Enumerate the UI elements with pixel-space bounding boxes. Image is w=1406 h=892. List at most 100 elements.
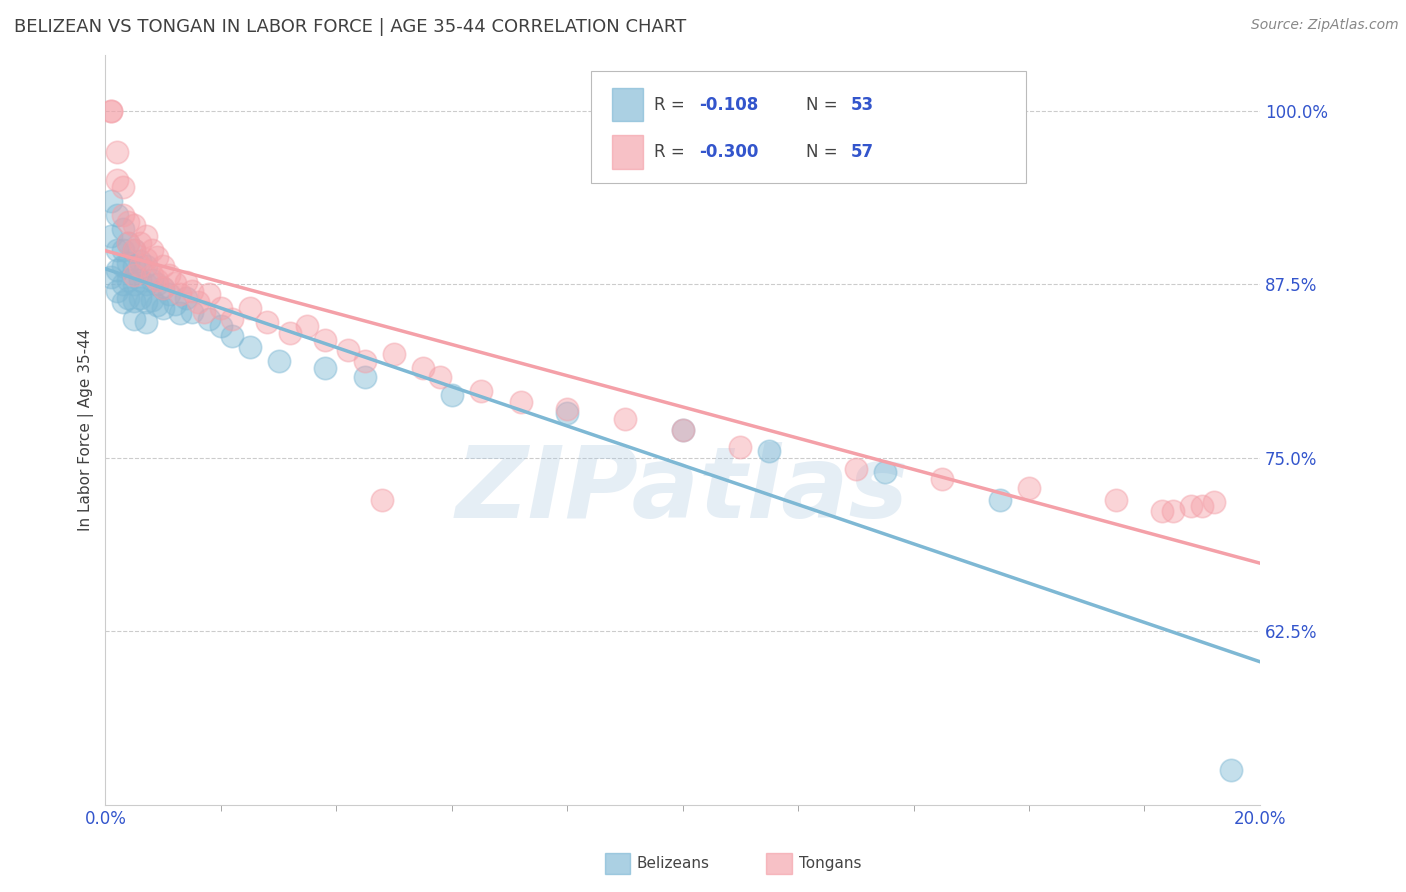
Point [314,333,336,347]
Point [1202,495,1225,509]
Point [1220,764,1243,778]
Point [613,412,636,426]
Point [122,277,145,292]
Point [117,291,139,305]
Point [146,250,169,264]
Point [141,268,163,282]
Point [382,347,405,361]
Point [336,343,359,357]
Point [105,145,128,160]
Point [354,353,377,368]
Point [117,215,139,229]
Point [111,295,134,310]
Point [1018,482,1040,496]
Text: 53: 53 [851,95,873,113]
Point [129,291,152,305]
Point [314,360,336,375]
Point [129,259,152,273]
Point [111,243,134,257]
Point [122,243,145,257]
Point [209,301,232,315]
Y-axis label: In Labor Force | Age 35-44: In Labor Force | Age 35-44 [79,329,94,532]
Point [141,273,163,287]
Point [181,284,204,298]
Point [141,293,163,307]
Point [1191,500,1213,514]
Point [429,370,451,384]
Point [152,301,174,315]
Point [221,312,243,326]
Point [135,228,157,243]
Point [122,268,145,282]
Point [117,256,139,270]
Point [174,291,197,305]
Point [146,273,169,287]
Point [174,275,197,289]
Point [135,259,157,273]
Point [256,315,278,329]
Point [1104,492,1126,507]
Point [555,402,578,417]
Point [105,208,128,222]
Point [510,395,533,409]
Point [100,270,122,285]
Point [845,462,868,476]
Text: R =: R = [654,95,690,113]
Point [239,340,262,354]
Point [470,384,492,399]
Point [198,312,221,326]
Point [157,287,180,301]
Point [100,103,122,118]
Point [129,273,152,287]
Point [1180,500,1202,514]
Point [122,243,145,257]
Point [730,440,752,454]
Text: Belizeans: Belizeans [637,856,710,871]
Point [111,277,134,292]
Point [122,293,145,308]
Point [105,263,128,277]
Point [209,318,232,333]
Point [873,465,896,479]
Point [163,276,186,290]
Point [221,328,243,343]
Point [555,407,578,421]
Text: N =: N = [806,143,842,161]
Point [440,388,463,402]
Point [105,284,128,298]
Point [152,259,174,273]
Text: N =: N = [806,95,842,113]
Point [193,305,215,319]
Point [931,472,953,486]
Point [135,295,157,310]
Point [988,492,1011,507]
Point [169,306,191,320]
Point [758,444,780,458]
Point [117,235,139,250]
Point [187,295,209,310]
Text: Source: ZipAtlas.com: Source: ZipAtlas.com [1251,18,1399,32]
Text: -0.108: -0.108 [699,95,758,113]
Point [129,235,152,250]
Point [122,312,145,326]
Point [100,228,122,243]
Point [122,259,145,273]
Point [1161,503,1184,517]
Point [105,173,128,187]
Point [129,253,152,268]
Point [122,218,145,232]
Point [169,287,191,301]
Text: BELIZEAN VS TONGAN IN LABOR FORCE | AGE 35-44 CORRELATION CHART: BELIZEAN VS TONGAN IN LABOR FORCE | AGE … [14,18,686,36]
Point [198,287,221,301]
Point [111,221,134,235]
Point [297,318,319,333]
Point [135,277,157,292]
Point [111,208,134,222]
Point [146,298,169,312]
Point [105,243,128,257]
Point [111,180,134,194]
Point [157,268,180,282]
Point [672,423,695,437]
Point [152,281,174,295]
Point [117,273,139,287]
